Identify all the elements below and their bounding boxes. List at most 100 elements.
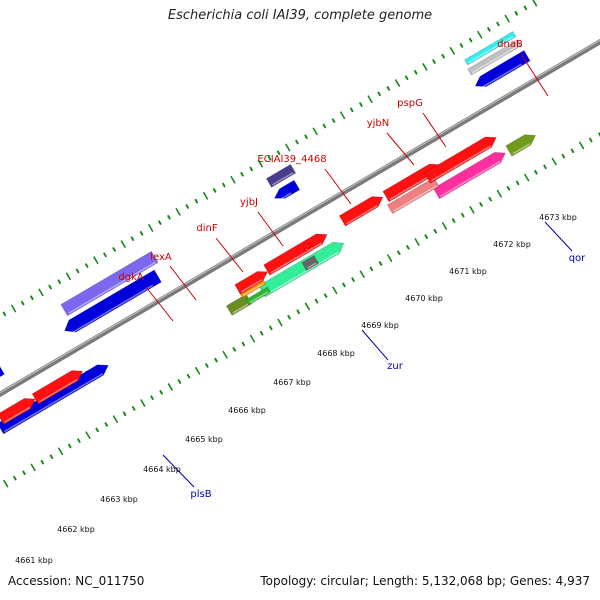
tick-mark bbox=[588, 137, 593, 143]
label-dinF-text: dinF bbox=[196, 223, 217, 234]
gene-red-3-shine bbox=[305, 248, 308, 251]
gene-lexA-top bbox=[245, 286, 271, 306]
label-plsB-leader bbox=[162, 454, 195, 488]
tick-mark bbox=[267, 155, 272, 161]
tick-mark bbox=[158, 220, 162, 225]
kbp-label: 4671 kbp bbox=[449, 267, 487, 276]
tick-mark bbox=[397, 250, 401, 256]
label-dgkA: dgkA bbox=[118, 272, 174, 322]
tick-mark bbox=[570, 148, 575, 154]
tick-mark bbox=[479, 202, 483, 207]
label-dgkA-text: dgkA bbox=[118, 272, 143, 283]
tick-mark bbox=[387, 254, 393, 262]
tick-mark bbox=[122, 411, 127, 417]
tick-mark bbox=[322, 123, 327, 129]
tick-mark bbox=[120, 240, 126, 248]
accession-text: Accession: NC_011750 bbox=[8, 574, 145, 588]
tick-mark bbox=[406, 245, 410, 250]
tick-mark bbox=[323, 293, 328, 298]
tick-mark bbox=[77, 438, 81, 443]
tick-mark bbox=[459, 43, 464, 48]
gene-dinF bbox=[258, 241, 345, 298]
tick-mark bbox=[543, 164, 547, 170]
gene-red-2-shine bbox=[270, 242, 323, 274]
tick-mark bbox=[369, 266, 374, 272]
gene-lexA-shine bbox=[242, 283, 264, 296]
tick-mark bbox=[342, 282, 346, 288]
tick-mark bbox=[331, 118, 336, 123]
tick-mark bbox=[579, 141, 585, 150]
label-dnaB: dnaB bbox=[497, 39, 549, 97]
tick-mark bbox=[57, 279, 62, 284]
label-ECIAI39_4468-text: ECIAI39_4468 bbox=[257, 154, 326, 165]
tick-mark bbox=[414, 238, 420, 246]
tick-mark bbox=[177, 379, 182, 384]
tick-mark bbox=[222, 350, 228, 359]
tick-mark bbox=[296, 309, 301, 315]
tick-row-bottom bbox=[2, 0, 538, 317]
kbp-label: 4672 kbp bbox=[493, 240, 531, 249]
tick-mark bbox=[524, 173, 530, 182]
gene-dgkA-shine bbox=[232, 302, 250, 314]
label-yjbN-leader bbox=[386, 132, 415, 166]
gene-zur-2-shine bbox=[272, 172, 294, 186]
tick-mark bbox=[404, 75, 409, 80]
tick-mark bbox=[195, 367, 201, 375]
tick-mark bbox=[167, 383, 173, 391]
tick-mark bbox=[314, 298, 319, 304]
gene-right-green-shine bbox=[512, 143, 531, 155]
tick-mark bbox=[249, 166, 253, 172]
tick-mark bbox=[65, 272, 72, 281]
gene-ECIAI39_4468 bbox=[338, 196, 384, 227]
tick-mark bbox=[175, 208, 181, 216]
tick-mark bbox=[433, 228, 438, 234]
label-pspG: pspG bbox=[397, 98, 447, 148]
gene-plsB-top-shine bbox=[68, 284, 154, 336]
tick-mark bbox=[523, 5, 528, 11]
tick-mark bbox=[232, 347, 237, 352]
tick-mark bbox=[130, 236, 135, 242]
tick-mark bbox=[378, 261, 383, 266]
tick-mark bbox=[159, 390, 163, 395]
tick-mark bbox=[359, 102, 363, 107]
tick-mark bbox=[214, 357, 218, 363]
tick-mark bbox=[461, 212, 465, 218]
kbp-label: 4664 kbp bbox=[143, 465, 181, 474]
label-dgkA-leader bbox=[145, 286, 174, 322]
label-zur-leader bbox=[361, 329, 389, 361]
tick-mark bbox=[194, 198, 199, 204]
tick-mark bbox=[551, 157, 557, 166]
tick-mark bbox=[424, 234, 428, 239]
tick-mark bbox=[534, 169, 538, 175]
tick-mark bbox=[30, 295, 34, 301]
tick-mark bbox=[95, 427, 99, 433]
kbp-label: 4661 kbp bbox=[15, 556, 53, 565]
tick-mark bbox=[103, 252, 107, 258]
gene-cyan-small bbox=[464, 31, 517, 66]
gene-grey-small-shine bbox=[471, 44, 520, 74]
label-lexA: lexA bbox=[150, 252, 197, 301]
tick-mark bbox=[285, 143, 291, 152]
kbp-label: 4666 kbp bbox=[228, 406, 266, 415]
tick-mark bbox=[367, 95, 373, 103]
gene-zur-2 bbox=[266, 163, 297, 188]
tick-mark bbox=[477, 30, 483, 39]
tick-mark bbox=[2, 311, 7, 317]
tick-mark bbox=[150, 395, 154, 400]
tick-mark bbox=[441, 222, 448, 230]
gene-red-right bbox=[423, 136, 497, 184]
gene-grey-small bbox=[467, 39, 522, 76]
tick-mark bbox=[167, 214, 171, 220]
tick-mark bbox=[48, 284, 52, 290]
gene-plsB bbox=[60, 250, 159, 317]
label-dnaB-text: dnaB bbox=[497, 39, 523, 50]
gene-minus-left bbox=[0, 366, 5, 378]
label-yjbN-text: yjbN bbox=[367, 118, 390, 129]
tick-mark bbox=[506, 186, 511, 191]
tick-mark bbox=[432, 59, 436, 64]
gene-right-green bbox=[505, 134, 537, 157]
tick-mark bbox=[11, 304, 17, 313]
tick-mark bbox=[205, 363, 209, 368]
genome-backbone-highlight bbox=[0, 39, 600, 394]
